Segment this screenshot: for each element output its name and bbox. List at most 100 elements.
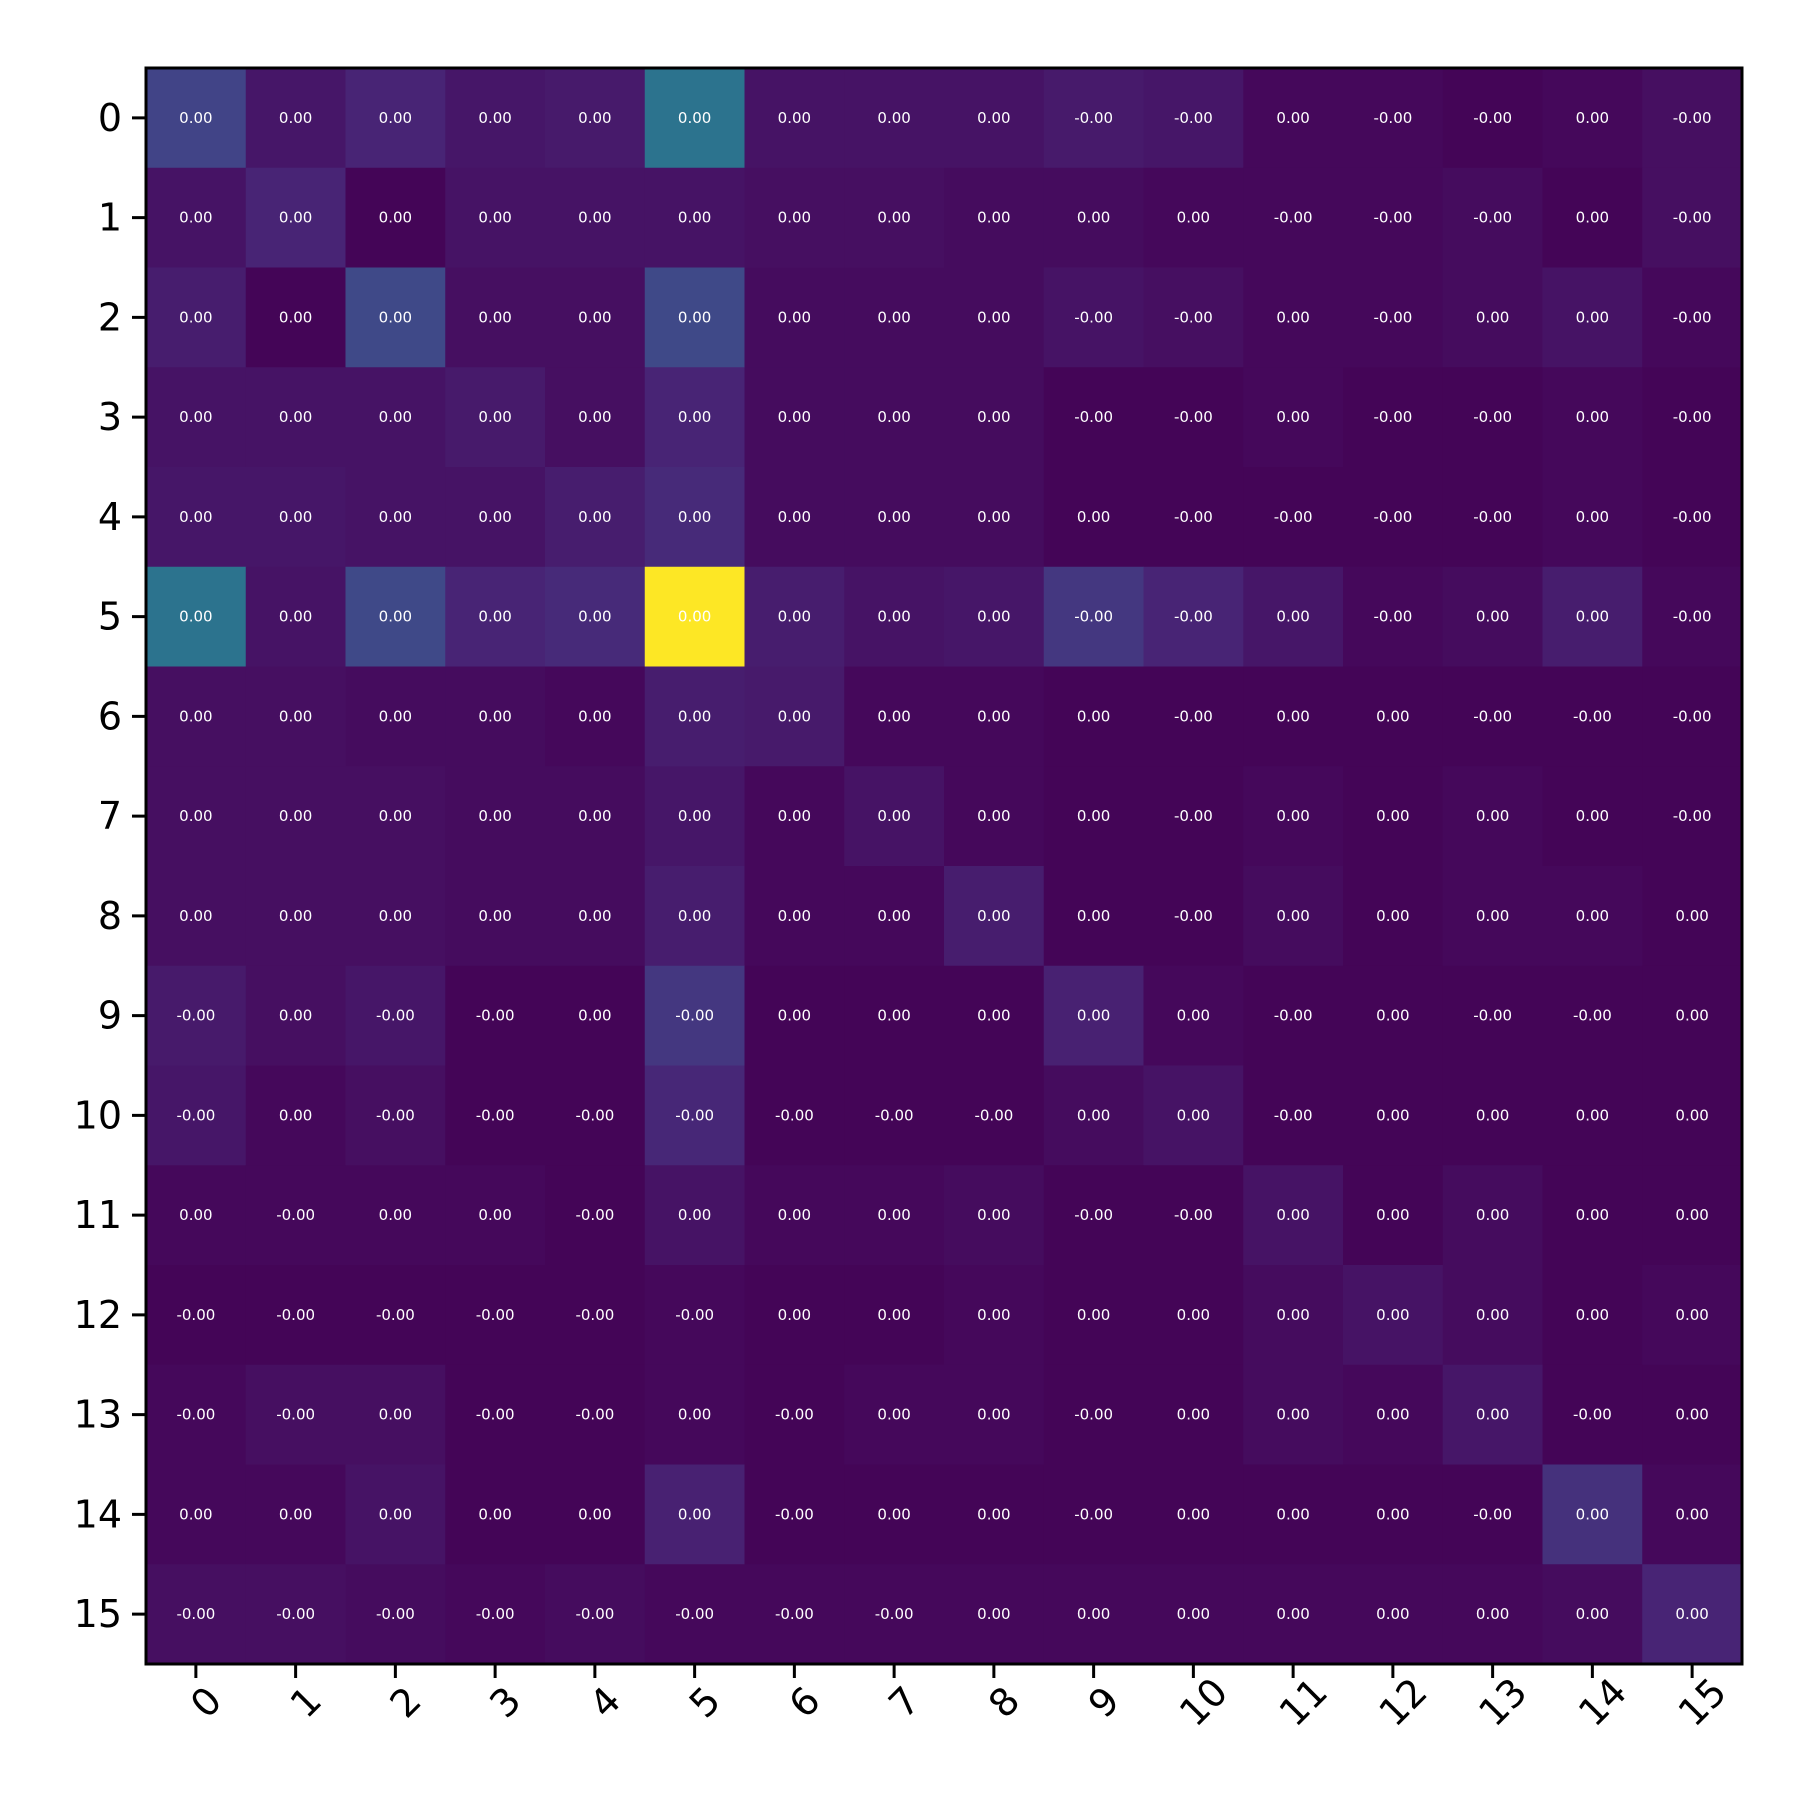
heatmap-cell-r15-c7 xyxy=(844,1564,945,1665)
cell-value-label-r14-c2: 0.00 xyxy=(379,1505,412,1523)
cell-value-label-r7-c4: 0.00 xyxy=(578,807,611,825)
cell-value-label-r11-c15: 0.00 xyxy=(1675,1206,1708,1224)
cell-value-label-r5-c9: -0.00 xyxy=(1074,608,1113,626)
cell-value-label-r5-c14: 0.00 xyxy=(1576,608,1609,626)
cell-value-label-r7-c15: -0.00 xyxy=(1673,807,1712,825)
cell-value-label-r5-c0: 0.00 xyxy=(179,608,212,626)
cell-value-label-r13-c1: -0.00 xyxy=(276,1406,315,1424)
cell-value-label-r9-c8: 0.00 xyxy=(977,1007,1010,1025)
heatmap-cell-r1-c6 xyxy=(744,167,845,268)
cell-value-label-r10-c2: -0.00 xyxy=(376,1106,415,1124)
heatmap-cell-r3-c8 xyxy=(944,367,1045,468)
heatmap-cell-r5-c11 xyxy=(1243,566,1344,667)
x-tick-label-12: 12 xyxy=(1370,1670,1435,1735)
heatmap-cell-r5-c15 xyxy=(1642,566,1743,667)
heatmap-cell-r5-c9 xyxy=(1043,566,1144,667)
heatmap-cell-r1-c2 xyxy=(345,167,446,268)
heatmap-cell-r3-c6 xyxy=(744,367,845,468)
heatmap-cell-r14-c9 xyxy=(1043,1464,1144,1565)
heatmap-cell-r5-c1 xyxy=(245,566,346,667)
heatmap-cell-r10-c0 xyxy=(146,1065,247,1166)
cell-value-label-r3-c7: 0.00 xyxy=(877,408,910,426)
heatmap-cell-r14-c11 xyxy=(1243,1464,1344,1565)
heatmap-cell-r7-c7 xyxy=(844,766,945,867)
heatmap-cell-r6-c9 xyxy=(1043,666,1144,767)
cell-value-label-r6-c15: -0.00 xyxy=(1673,707,1712,725)
heatmap-cell-r10-c8 xyxy=(944,1065,1045,1166)
y-tick-label-11: 11 xyxy=(74,1193,122,1237)
cell-value-label-r7-c0: 0.00 xyxy=(179,807,212,825)
heatmap-cell-r4-c13 xyxy=(1442,467,1543,568)
heatmap-cell-r12-c10 xyxy=(1143,1265,1244,1366)
heatmap-cell-r14-c13 xyxy=(1442,1464,1543,1565)
cell-value-label-r11-c10: -0.00 xyxy=(1174,1206,1213,1224)
heatmap-cell-r12-c4 xyxy=(545,1265,646,1366)
cell-value-label-r11-c11: 0.00 xyxy=(1276,1206,1309,1224)
cell-value-label-r13-c11: 0.00 xyxy=(1276,1406,1309,1424)
heatmap-cell-r15-c1 xyxy=(245,1564,346,1665)
heatmap-cell-r12-c11 xyxy=(1243,1265,1344,1366)
cell-value-label-r9-c15: 0.00 xyxy=(1675,1007,1708,1025)
cell-value-label-r6-c4: 0.00 xyxy=(578,707,611,725)
cell-value-label-r8-c4: 0.00 xyxy=(578,907,611,925)
heatmap-cell-r6-c5 xyxy=(644,666,745,767)
cell-value-label-r2-c1: 0.00 xyxy=(279,308,312,326)
cell-value-label-r12-c5: -0.00 xyxy=(675,1306,714,1324)
heatmap-cell-r1-c13 xyxy=(1442,167,1543,268)
cell-value-label-r10-c5: -0.00 xyxy=(675,1106,714,1124)
heatmap-cell-r13-c14 xyxy=(1542,1364,1643,1465)
heatmap-cell-r13-c3 xyxy=(445,1364,546,1465)
heatmap-cell-r4-c12 xyxy=(1343,467,1444,568)
cell-value-label-r5-c2: 0.00 xyxy=(379,608,412,626)
heatmap-cell-r8-c15 xyxy=(1642,866,1743,967)
heatmap-cell-r3-c7 xyxy=(844,367,945,468)
cell-value-label-r14-c15: 0.00 xyxy=(1675,1505,1708,1523)
heatmap-cell-r8-c0 xyxy=(146,866,247,967)
heatmap-cell-r2-c8 xyxy=(944,267,1045,368)
heatmap-cell-r13-c13 xyxy=(1442,1364,1543,1465)
heatmap-cell-r3-c15 xyxy=(1642,367,1743,468)
cell-value-label-r4-c6: 0.00 xyxy=(778,508,811,526)
heatmap-cell-r10-c7 xyxy=(844,1065,945,1166)
heatmap-cell-r14-c10 xyxy=(1143,1464,1244,1565)
heatmap-cell-r10-c4 xyxy=(545,1065,646,1166)
x-tick-label-5: 5 xyxy=(681,1678,729,1726)
cell-value-label-r5-c12: -0.00 xyxy=(1373,608,1412,626)
cell-value-label-r15-c9: 0.00 xyxy=(1077,1605,1110,1623)
cell-value-label-r10-c6: -0.00 xyxy=(775,1106,814,1124)
heatmap-cell-r7-c15 xyxy=(1642,766,1743,867)
cell-value-label-r14-c1: 0.00 xyxy=(279,1505,312,1523)
heatmap-cell-r14-c7 xyxy=(844,1464,945,1565)
cell-value-label-r5-c8: 0.00 xyxy=(977,608,1010,626)
heatmap-cell-r6-c1 xyxy=(245,666,346,767)
cell-value-label-r9-c14: -0.00 xyxy=(1573,1007,1612,1025)
heatmap-cell-r6-c15 xyxy=(1642,666,1743,767)
cell-value-label-r5-c1: 0.00 xyxy=(279,608,312,626)
cell-value-label-r7-c8: 0.00 xyxy=(977,807,1010,825)
heatmap-cell-r2-c4 xyxy=(545,267,646,368)
y-tick-label-0: 0 xyxy=(98,96,122,140)
heatmap-cell-r4-c6 xyxy=(744,467,845,568)
cell-value-label-r12-c12: 0.00 xyxy=(1376,1306,1409,1324)
heatmap-cell-r11-c14 xyxy=(1542,1165,1643,1266)
y-tick-label-6: 6 xyxy=(98,694,122,738)
heatmap-cell-r5-c6 xyxy=(744,566,845,667)
heatmap-cell-r7-c12 xyxy=(1343,766,1444,867)
cell-value-label-r5-c11: 0.00 xyxy=(1276,608,1309,626)
heatmap-cell-r3-c1 xyxy=(245,367,346,468)
heatmap-cell-r2-c9 xyxy=(1043,267,1144,368)
heatmap-cell-r8-c8 xyxy=(944,866,1045,967)
heatmap-cell-r13-c8 xyxy=(944,1364,1045,1465)
heatmap-cell-r4-c3 xyxy=(445,467,546,568)
heatmap-cell-r7-c1 xyxy=(245,766,346,867)
heatmap-cell-r12-c1 xyxy=(245,1265,346,1366)
cell-value-label-r6-c0: 0.00 xyxy=(179,707,212,725)
cell-value-label-r11-c14: 0.00 xyxy=(1576,1206,1609,1224)
cell-value-label-r12-c1: -0.00 xyxy=(276,1306,315,1324)
heatmap-cell-r6-c12 xyxy=(1343,666,1444,767)
y-tick-label-12: 12 xyxy=(74,1293,122,1337)
cell-value-label-r12-c13: 0.00 xyxy=(1476,1306,1509,1324)
heatmap-cell-r7-c11 xyxy=(1243,766,1344,867)
cell-value-label-r2-c4: 0.00 xyxy=(578,308,611,326)
heatmap-cell-r2-c1 xyxy=(245,267,346,368)
